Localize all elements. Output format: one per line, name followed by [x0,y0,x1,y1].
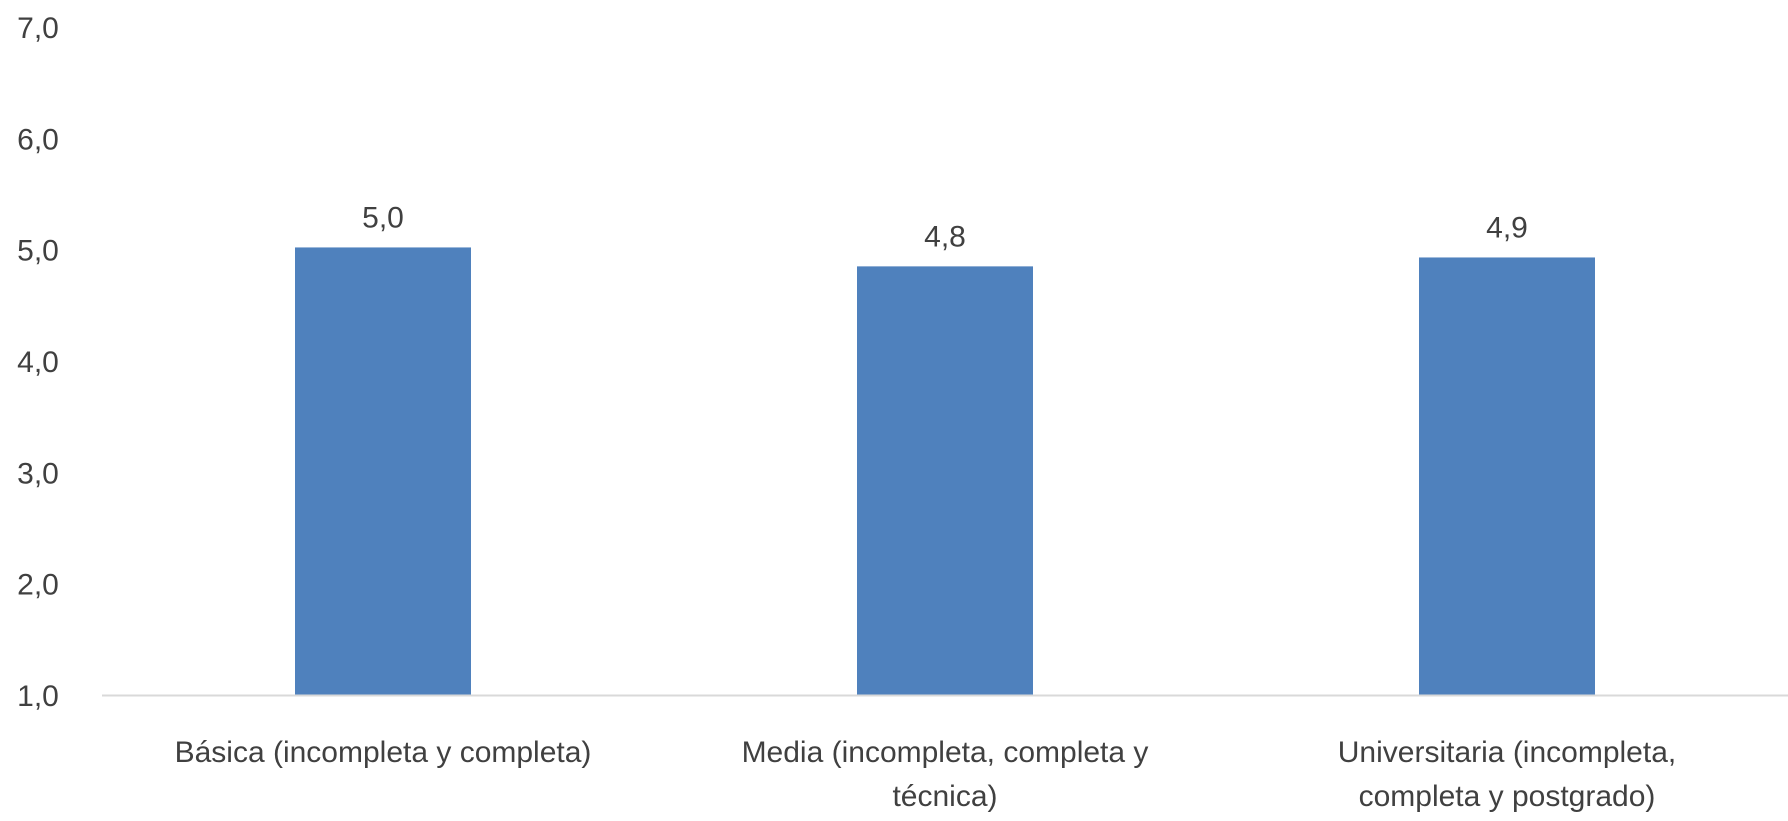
category-label: Universitaria (incompleta, [1338,736,1676,769]
bar [295,247,471,695]
data-label: 4,9 [1486,211,1528,244]
y-tick-label: 5,0 [17,235,59,268]
data-label: 4,8 [924,220,966,253]
y-axis-ticks: 1,0 2,0 3,0 4,0 5,0 6,0 7,0 [17,12,59,713]
x-axis-category-labels: Básica (incompleta y completa) Media (inc… [175,736,1677,813]
category-label: completa y postgrado) [1359,780,1656,813]
bar [1419,257,1595,695]
y-tick-label: 4,0 [17,346,59,379]
y-tick-label: 2,0 [17,569,59,602]
category-label: Media (incompleta, completa y [742,736,1149,769]
bar [857,266,1033,695]
data-label: 5,0 [362,201,404,234]
y-tick-label: 6,0 [17,123,59,156]
data-labels: 5,0 4,8 4,9 [362,201,1528,253]
bar-series [295,247,1595,695]
category-label: Básica (incompleta y completa) [175,736,592,769]
y-tick-label: 7,0 [17,12,59,45]
y-tick-label: 1,0 [17,680,59,713]
y-tick-label: 3,0 [17,457,59,490]
category-label: técnica) [892,780,997,813]
